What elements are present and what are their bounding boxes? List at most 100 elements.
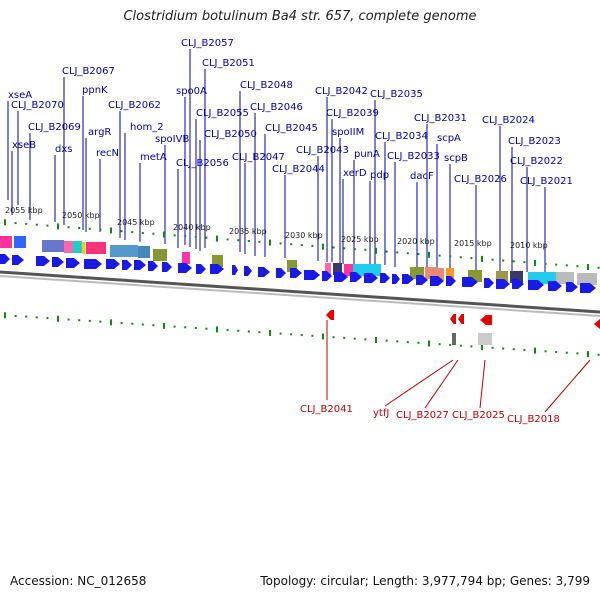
- forward-gene-label[interactable]: recN: [96, 148, 119, 159]
- tick-mark: [353, 337, 356, 340]
- forward-gene-label[interactable]: CLJ_B2050: [204, 129, 257, 140]
- kbp-tick-label: 2010 kbp: [510, 241, 548, 250]
- forward-gene-label[interactable]: CLJ_B2069: [28, 122, 81, 133]
- forward-gene-arrow: [148, 261, 158, 271]
- forward-gene-label[interactable]: CLJ_B2051: [202, 58, 255, 69]
- cog-block: [478, 333, 492, 345]
- cog-block: [86, 242, 106, 254]
- tick-mark: [438, 343, 441, 346]
- forward-gene-label[interactable]: CLJ_B2046: [250, 102, 303, 113]
- forward-gene-label[interactable]: CLJ_B2056: [176, 158, 229, 169]
- forward-gene-label[interactable]: spo0A: [176, 86, 207, 97]
- forward-gene-label[interactable]: dacF: [410, 171, 434, 182]
- tick-mark: [396, 251, 399, 254]
- forward-gene-label[interactable]: xseA: [8, 90, 32, 101]
- forward-gene-label[interactable]: CLJ_B2023: [508, 136, 561, 147]
- forward-gene-label[interactable]: metA: [140, 152, 167, 163]
- forward-gene-arrow: [210, 264, 224, 274]
- forward-gene-arrow: [276, 268, 286, 278]
- tick-mark: [555, 263, 558, 266]
- tick-mark: [332, 246, 335, 249]
- forward-gene-label[interactable]: CLJ_B2035: [370, 89, 423, 100]
- tick-mark: [311, 244, 314, 247]
- tick-mark: [406, 341, 409, 344]
- tick-mark: [332, 336, 335, 339]
- tick-mark: [173, 325, 176, 328]
- reverse-gene-label[interactable]: CLJ_B2018: [507, 414, 560, 425]
- forward-gene-arrow: [380, 273, 390, 283]
- forward-gene-label[interactable]: scpA: [437, 133, 461, 144]
- tick-mark: [226, 238, 229, 241]
- tick-mark: [131, 231, 134, 234]
- tick-mark: [449, 255, 452, 258]
- label-leader-line: [384, 359, 454, 407]
- tick-mark: [343, 336, 346, 339]
- reverse-gene-label[interactable]: CLJ_B2041: [300, 404, 353, 415]
- forward-gene-arrow: [162, 262, 172, 272]
- accession-text: Accession: NC_012658: [10, 574, 147, 588]
- forward-gene-label[interactable]: dxs: [55, 144, 72, 155]
- forward-gene-label[interactable]: ppnK: [82, 85, 108, 96]
- forward-gene-arrow: [0, 254, 10, 264]
- forward-gene-label[interactable]: hom_2: [130, 122, 164, 133]
- forward-gene-label[interactable]: CLJ_B2024: [482, 115, 535, 126]
- forward-gene-label[interactable]: CLJ_B2026: [454, 174, 507, 185]
- tick-mark: [258, 331, 261, 334]
- forward-gene-label[interactable]: xerD: [343, 168, 367, 179]
- forward-gene-label[interactable]: CLJ_B2022: [510, 156, 563, 167]
- tick-mark: [78, 319, 81, 322]
- kbp-tick-label: 2035 kbp: [229, 227, 267, 236]
- forward-gene-label[interactable]: scpB: [444, 153, 468, 164]
- tick-mark: [512, 260, 515, 263]
- tick-mark: [364, 248, 367, 251]
- cog-block: [446, 268, 454, 280]
- forward-gene-label[interactable]: CLJ_B2048: [240, 80, 293, 91]
- forward-gene-label[interactable]: CLJ_B2070: [11, 100, 64, 111]
- tick-mark: [396, 340, 399, 343]
- forward-gene-label[interactable]: CLJ_B2057: [181, 38, 234, 49]
- forward-gene-label[interactable]: CLJ_B2034: [375, 131, 428, 142]
- tick-mark: [57, 315, 59, 322]
- tick-mark: [46, 224, 49, 227]
- forward-gene-label[interactable]: spoIVB: [155, 134, 189, 145]
- forward-gene-label[interactable]: CLJ_B2043: [296, 145, 349, 156]
- tick-mark: [35, 223, 38, 226]
- forward-gene-label[interactable]: CLJ_B2055: [196, 108, 249, 119]
- tick-mark: [120, 322, 123, 324]
- tick-mark: [512, 348, 515, 351]
- forward-gene-label[interactable]: CLJ_B2033: [387, 151, 440, 162]
- forward-gene-arrow: [364, 273, 378, 283]
- forward-gene-label[interactable]: CLJ_B2042: [315, 86, 368, 97]
- forward-gene-label[interactable]: CLJ_B2062: [108, 100, 161, 111]
- forward-gene-label[interactable]: CLJ_B2045: [265, 123, 318, 134]
- forward-gene-label[interactable]: argR: [88, 127, 111, 138]
- forward-gene-label[interactable]: CLJ_B2044: [272, 164, 325, 175]
- reverse-gene-label[interactable]: ytfJ: [373, 408, 389, 419]
- forward-gene-arrow: [462, 277, 478, 287]
- forward-gene-label[interactable]: CLJ_B2021: [520, 176, 573, 187]
- reverse-gene-label[interactable]: CLJ_B2025: [452, 410, 505, 421]
- forward-gene-arrow: [232, 265, 238, 275]
- tick-mark: [523, 348, 526, 351]
- forward-gene-label[interactable]: punA: [354, 149, 380, 160]
- cog-block: [14, 236, 26, 248]
- tick-mark: [258, 240, 261, 243]
- tick-mark: [216, 235, 218, 242]
- label-leader-line: [479, 359, 486, 409]
- reverse-gene-label[interactable]: CLJ_B2027: [396, 410, 449, 421]
- forward-gene-arrow: [36, 256, 50, 266]
- forward-gene-arrow: [106, 259, 120, 269]
- forward-gene-label[interactable]: spoIIM: [332, 127, 364, 138]
- tick-mark: [131, 322, 134, 325]
- cog-block: [42, 240, 64, 252]
- forward-gene-label[interactable]: CLJ_B2039: [326, 108, 379, 119]
- tick-mark: [290, 243, 293, 246]
- forward-gene-label[interactable]: CLJ_B2031: [414, 113, 467, 124]
- cog-block: [153, 249, 167, 261]
- forward-gene-label[interactable]: CLJ_B2047: [232, 152, 285, 163]
- forward-gene-label[interactable]: pdp: [370, 170, 389, 181]
- forward-gene-label[interactable]: xseB: [12, 140, 36, 151]
- tick-mark: [141, 323, 144, 326]
- forward-gene-label[interactable]: CLJ_B2067: [62, 66, 115, 77]
